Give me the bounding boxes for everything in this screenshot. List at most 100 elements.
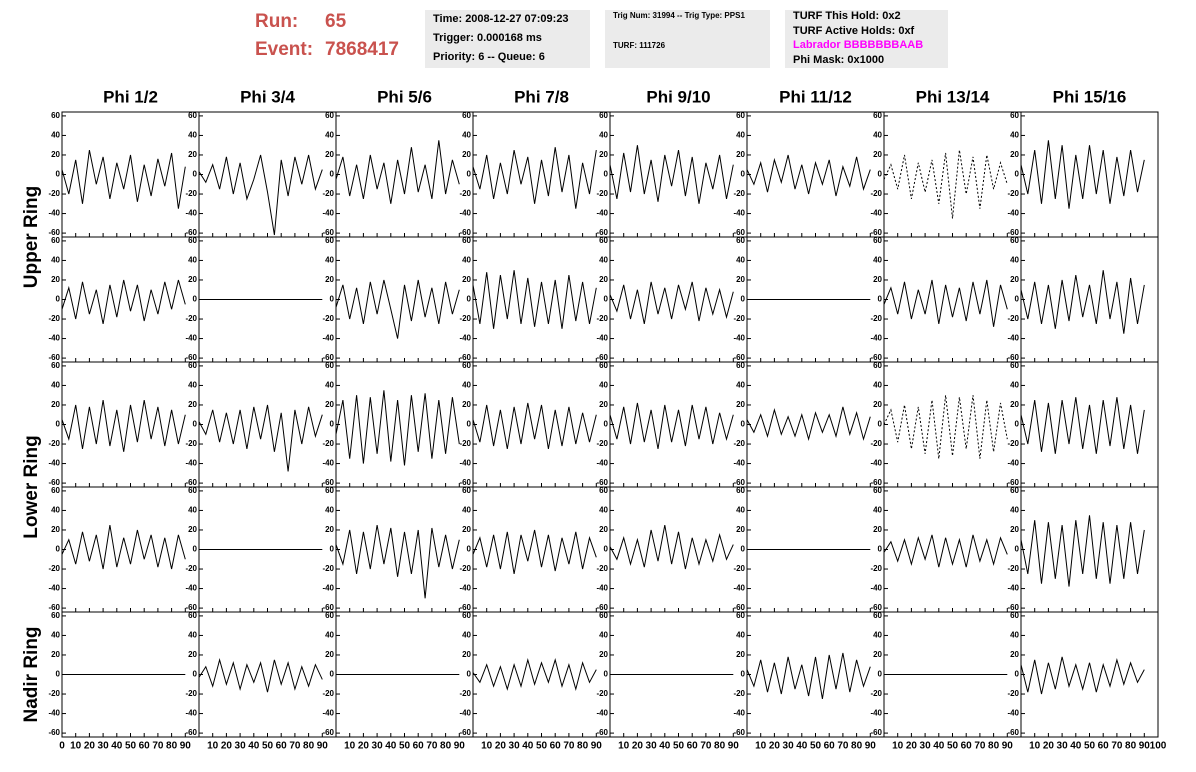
x-tick-label: 90 [1139, 741, 1151, 752]
y-tick-label: 0 [741, 670, 746, 679]
y-tick-label: 20 [51, 525, 60, 534]
y-tick-label: 20 [51, 400, 60, 409]
waveform [335, 390, 460, 466]
y-tick-label: 40 [325, 631, 334, 640]
panel-frame [883, 486, 1022, 613]
y-tick-label: 0 [193, 545, 198, 554]
waveform [1020, 270, 1145, 334]
waveform [335, 525, 460, 599]
x-tick-label: 20 [1043, 741, 1055, 752]
y-tick-label: 40 [1010, 131, 1019, 140]
y-tick-label: -60 [322, 728, 334, 737]
y-tick-label: 20 [873, 150, 882, 159]
y-tick-label: 0 [878, 170, 883, 179]
y-tick-label: -20 [596, 439, 608, 448]
x-tick-label: 40 [1070, 741, 1082, 752]
info-text: Time: 2008-12-27 07:09:23 [433, 13, 569, 25]
panel: -60 -40 -20 0 20 40 60 [870, 111, 1022, 238]
y-tick-label: 60 [462, 361, 471, 370]
y-tick-label: 0 [56, 545, 61, 554]
x-tick-label: 30 [1057, 741, 1069, 752]
y-tick-label: 20 [462, 400, 471, 409]
y-tick-label: 40 [325, 506, 334, 515]
panel-frame [746, 111, 885, 238]
panel-frame [609, 486, 748, 613]
x-tick-label: 50 [125, 741, 137, 752]
panel-frame [61, 486, 200, 613]
y-tick-label: -20 [48, 564, 60, 573]
y-tick-label: 60 [736, 361, 745, 370]
y-tick-label: 40 [873, 131, 882, 140]
y-tick-label: -40 [459, 709, 471, 718]
y-tick-label: -40 [596, 209, 608, 218]
y-tick-label: 60 [462, 486, 471, 495]
y-tick-label: 0 [330, 545, 335, 554]
y-tick-label: 60 [873, 236, 882, 245]
panel: -60 -40 -20 0 20 40 60 [1007, 486, 1159, 613]
y-tick-label: 40 [599, 256, 608, 265]
y-tick-label: 0 [193, 670, 198, 679]
y-tick-label: 0 [878, 545, 883, 554]
panel-frame [472, 486, 611, 613]
y-tick-label: 0 [330, 670, 335, 679]
y-tick-label: 40 [188, 381, 197, 390]
y-tick-label: 0 [1015, 170, 1020, 179]
y-tick-label: 20 [325, 650, 334, 659]
panel: -60 -40 -20 0 20 40 60 [185, 236, 337, 363]
y-tick-label: 0 [604, 545, 609, 554]
waveform [1020, 656, 1145, 695]
y-tick-label: 60 [462, 111, 471, 120]
y-tick-label: -60 [322, 353, 334, 362]
waveform [746, 406, 871, 442]
y-tick-label: -20 [48, 689, 60, 698]
y-tick-label: 40 [736, 506, 745, 515]
panel: -60 -40 -20 0 20 40 60 [322, 111, 474, 238]
y-tick-label: -60 [870, 603, 882, 612]
panel: -60 -40 -20 0 20 40 60 [322, 236, 474, 363]
y-tick-label: 40 [325, 381, 334, 390]
panel: -60 -40 -20 0 20 40 60 [733, 236, 885, 363]
x-tick-label: 50 [810, 741, 822, 752]
y-tick-label: -20 [322, 564, 334, 573]
panel: -60 -40 -20 0 20 40 60 [48, 236, 200, 363]
y-tick-label: 40 [1010, 381, 1019, 390]
x-tick-label: 60 [961, 741, 973, 752]
x-tick-label: 20 [358, 741, 370, 752]
y-tick-label: 60 [51, 486, 60, 495]
panel-frame [335, 361, 474, 488]
y-tick-label: 60 [1010, 486, 1019, 495]
panel: -60 -40 -20 0 20 40 60 [1007, 236, 1159, 363]
y-tick-label: 60 [325, 611, 334, 620]
panel-frame [1020, 611, 1159, 738]
x-tick-label: 70 [837, 741, 849, 752]
panel: -60 -40 -20 0 20 40 60 [1007, 111, 1159, 238]
y-tick-label: 0 [604, 295, 609, 304]
x-tick-label: 30 [235, 741, 247, 752]
panel-frame [335, 486, 474, 613]
waveform [61, 525, 186, 570]
y-tick-label: -60 [48, 478, 60, 487]
y-tick-label: 20 [325, 275, 334, 284]
y-tick-label: 40 [325, 256, 334, 265]
column-header: Phi 15/16 [1053, 87, 1127, 106]
x-tick-label: 20 [632, 741, 644, 752]
y-tick-label: 40 [1010, 506, 1019, 515]
y-tick-label: 60 [51, 111, 60, 120]
info-text: Phi Mask: 0x1000 [793, 54, 884, 66]
waveform [609, 281, 734, 324]
y-tick-label: 20 [1010, 150, 1019, 159]
x-tick-label: 10 [618, 741, 630, 752]
y-tick-label: 20 [1010, 275, 1019, 284]
y-tick-label: 20 [325, 525, 334, 534]
y-tick-label: -60 [185, 478, 197, 487]
y-tick-label: -60 [322, 478, 334, 487]
x-tick-label: 60 [824, 741, 836, 752]
x-tick-label: 90 [865, 741, 877, 752]
y-tick-label: 40 [599, 506, 608, 515]
y-tick-label: -60 [459, 353, 471, 362]
info-text: Trigger: 0.000168 ms [433, 32, 542, 44]
panel: -60 -40 -20 0 20 40 60 [48, 486, 200, 613]
x-tick-label: 60 [139, 741, 151, 752]
row-header: Nadir Ring [21, 626, 42, 722]
x-tick-label: 70 [563, 741, 575, 752]
